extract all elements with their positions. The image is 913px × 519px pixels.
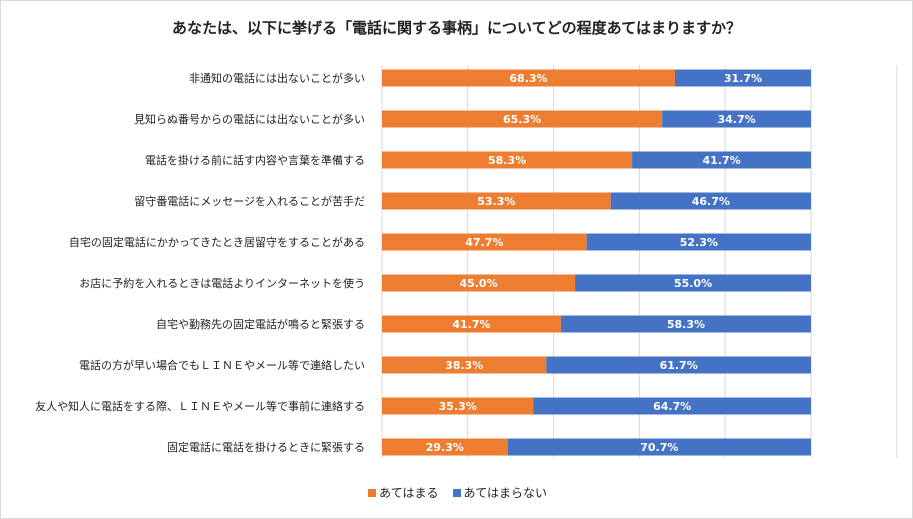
bar-segment bbox=[382, 151, 633, 169]
category-label: 電話を掛ける前に話す内容や言葉を準備する bbox=[145, 153, 365, 167]
bar-segment bbox=[610, 192, 811, 210]
data-label: 35.3% bbox=[439, 400, 477, 413]
category-label: 留守番電話にメッセージを入れることが苦手だ bbox=[134, 194, 365, 208]
legend-swatch bbox=[368, 489, 376, 497]
data-label: 58.3% bbox=[667, 318, 705, 331]
category-label: 非通知の電話には出ないことが多い bbox=[189, 71, 365, 85]
bar-segment bbox=[632, 151, 811, 169]
bar-segment bbox=[382, 233, 587, 251]
bar-segment bbox=[533, 397, 811, 415]
bar-segment bbox=[382, 69, 676, 87]
bar-segment bbox=[382, 274, 576, 292]
category-label: 自宅の固定電話にかかってきたとき居留守をすることがある bbox=[69, 235, 365, 249]
bar-segment bbox=[586, 233, 811, 251]
bar-segment bbox=[546, 356, 811, 374]
legend: あてはまる あてはまらない bbox=[368, 484, 547, 501]
category-label: 固定電話に電話を掛けるときに緊張する bbox=[167, 440, 365, 454]
bar-segment bbox=[382, 438, 508, 456]
data-label: 46.7% bbox=[692, 195, 730, 208]
bar-segment bbox=[382, 192, 611, 210]
category-label: 見知らぬ番号からの電話には出ないことが多い bbox=[134, 112, 365, 126]
data-label: 53.3% bbox=[477, 195, 515, 208]
data-label: 31.7% bbox=[724, 72, 762, 85]
data-label: 29.3% bbox=[426, 441, 464, 454]
bar-segment bbox=[675, 69, 811, 87]
data-label: 70.7% bbox=[640, 441, 678, 454]
chart-title: あなたは、以下に挙げる「電話に関する事柄」についてどの程度あてはまりますか？ bbox=[172, 19, 741, 37]
category-label: 電話の方が早い場合でもＬＩＮＥやメール等で連絡したい bbox=[79, 358, 365, 372]
data-label: 61.7% bbox=[660, 359, 698, 372]
legend-item-1: あてはまらない bbox=[452, 484, 548, 501]
data-label: 55.0% bbox=[674, 277, 712, 290]
bar-segment bbox=[382, 356, 547, 374]
data-label: 34.7% bbox=[717, 113, 755, 126]
bar-segment bbox=[382, 110, 663, 128]
data-label: 68.3% bbox=[509, 72, 547, 85]
data-label: 41.7% bbox=[452, 318, 490, 331]
legend-swatch bbox=[452, 489, 461, 497]
data-label: 41.7% bbox=[702, 154, 740, 167]
bar-segment bbox=[575, 274, 811, 292]
data-label: 58.3% bbox=[488, 154, 526, 167]
data-label: 45.0% bbox=[459, 277, 497, 290]
data-label: 64.7% bbox=[653, 400, 691, 413]
data-label: 38.3% bbox=[445, 359, 483, 372]
category-label: お店に予約を入れるときは電話よりインターネットを使う bbox=[79, 276, 365, 290]
legend-label: あてはまる bbox=[379, 486, 439, 500]
data-label: 47.7% bbox=[465, 236, 503, 249]
category-label: 自宅や勤務先の固定電話が鳴ると緊張する bbox=[156, 317, 365, 331]
bar-segment bbox=[382, 315, 561, 333]
data-label: 52.3% bbox=[680, 236, 718, 249]
legend-label: あてはまらない bbox=[463, 486, 548, 500]
category-label: 友人や知人に電話をする際、ＬＩＮＥやメール等で事前に連絡する bbox=[35, 399, 365, 413]
bar-segment bbox=[382, 397, 534, 415]
bar-segment bbox=[507, 438, 811, 456]
legend-item-0: あてはまる bbox=[368, 484, 439, 501]
bar-segment bbox=[560, 315, 811, 333]
data-label: 65.3% bbox=[503, 113, 541, 126]
bar-segment bbox=[662, 110, 811, 128]
